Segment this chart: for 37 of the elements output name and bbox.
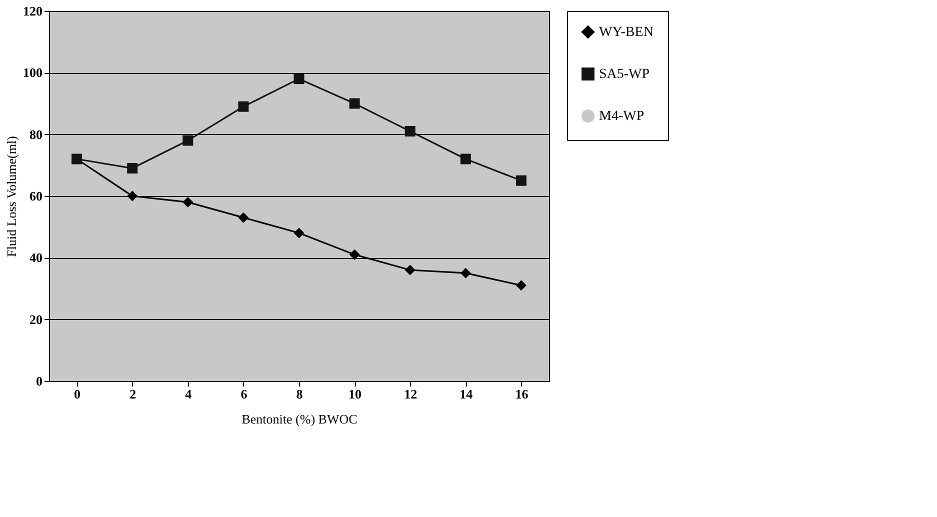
x-tick-label: 16 <box>515 386 529 402</box>
point <box>404 264 416 276</box>
x-tick-label: 4 <box>185 386 192 402</box>
point <box>238 212 249 223</box>
x-tick-label: 12 <box>404 386 418 402</box>
point <box>460 268 471 278</box>
point <box>238 101 249 112</box>
y-tick-label: 80 <box>30 126 42 142</box>
y-tick-label: 120 <box>23 4 42 18</box>
point <box>182 135 194 146</box>
x-tick-label: 10 <box>348 386 362 402</box>
y-tick-label: 0 <box>36 374 42 388</box>
y-tick-label: 60 <box>30 188 42 204</box>
x-axis-title: Bentonite (%) BWOC <box>242 412 358 426</box>
x-tick-label: 0 <box>74 386 81 402</box>
y-tick-label: 20 <box>30 312 42 327</box>
x-tick-label: 6 <box>240 386 248 402</box>
point <box>404 126 416 136</box>
point <box>516 280 526 291</box>
point <box>127 163 138 174</box>
point <box>460 154 471 164</box>
y-axis-title: Fluid Loss Volume(ml) <box>4 136 19 257</box>
point <box>182 196 194 208</box>
x-tick-label: 2 <box>130 386 136 402</box>
point <box>127 190 138 202</box>
point <box>516 175 526 186</box>
legend-label: M4-WP <box>599 109 644 124</box>
legend-label: SA5-WP <box>599 67 650 82</box>
legend-label: WY-BEN <box>599 25 654 40</box>
point <box>349 249 360 260</box>
point <box>349 98 360 109</box>
y-tick-label: 40 <box>30 250 42 266</box>
point <box>294 228 304 238</box>
y-tick-label: 100 <box>23 65 42 80</box>
x-tick-label: 14 <box>460 386 474 402</box>
point <box>294 74 304 84</box>
x-tick-label: 8 <box>296 386 304 402</box>
